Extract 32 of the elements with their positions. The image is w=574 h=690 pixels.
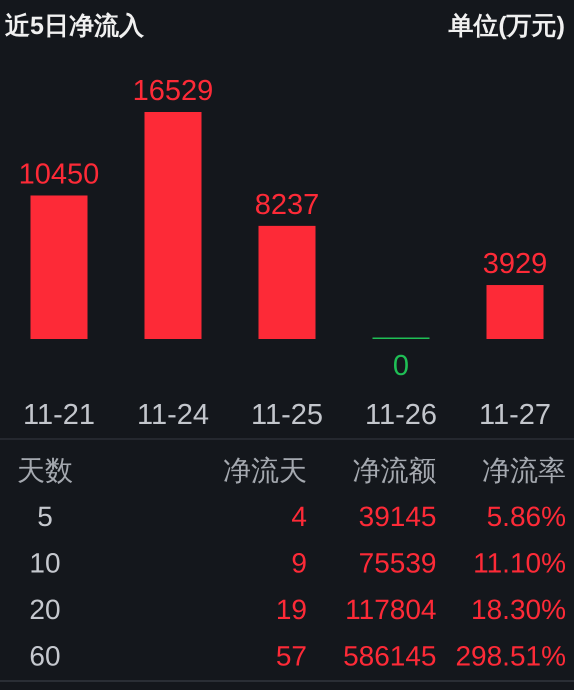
cell: 18.30% xyxy=(471,594,566,625)
cell: 19 xyxy=(276,594,307,625)
cell: 9 xyxy=(291,548,307,578)
cell: 117804 xyxy=(345,594,436,625)
category: 11-26 xyxy=(364,399,438,431)
cell: 57 xyxy=(276,640,307,672)
cell: 586145 xyxy=(343,640,436,672)
header: 净流率 xyxy=(482,455,566,486)
cell: 75539 xyxy=(358,548,436,578)
category: 11-24 xyxy=(136,399,210,431)
data-label: 3929 xyxy=(482,248,548,280)
data-label: 16529 xyxy=(132,75,214,107)
category: 11-25 xyxy=(250,399,324,431)
data-label: 8237 xyxy=(254,188,320,221)
cell: 298.51% xyxy=(455,640,566,672)
cell: 60 xyxy=(29,640,61,672)
title: 近5日净流入 xyxy=(5,12,144,40)
category: 11-21 xyxy=(22,399,96,431)
cell: 5 xyxy=(37,501,53,532)
cell: 39145 xyxy=(358,501,436,532)
cell: 20 xyxy=(29,594,61,625)
header: 天数 xyxy=(17,455,73,486)
header: 净流天 xyxy=(223,455,307,486)
cell: 10 xyxy=(29,548,61,578)
cell: 11.10% xyxy=(473,548,566,578)
category: 11-27 xyxy=(478,399,552,431)
data-label: 10450 xyxy=(18,158,100,190)
cell: 5.86% xyxy=(486,501,566,532)
annotation: 单位(万元) xyxy=(448,12,565,40)
data-label: 0 xyxy=(392,350,410,382)
cell: 4 xyxy=(291,501,307,532)
header: 净流额 xyxy=(352,455,436,486)
